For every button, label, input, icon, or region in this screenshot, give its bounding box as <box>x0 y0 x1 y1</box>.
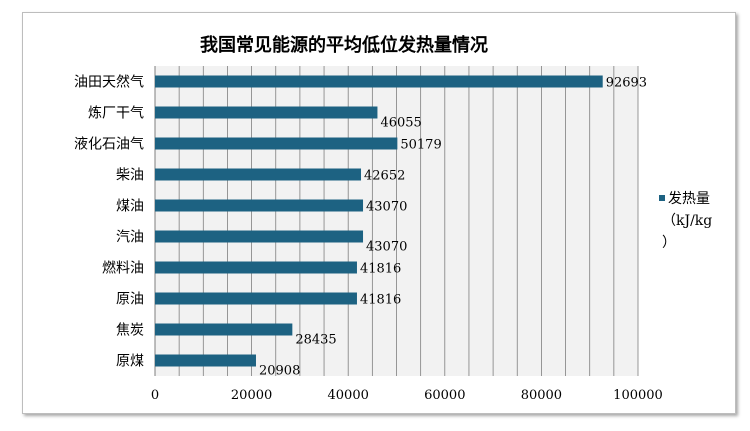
legend-label: 发热量 <box>668 191 710 207</box>
category-label: 原煤 <box>116 354 144 370</box>
data-label: 20908 <box>259 364 300 379</box>
x-tick-label: 60000 <box>424 388 465 403</box>
bar <box>155 261 357 274</box>
legend-swatch <box>659 195 665 201</box>
legend-label: ） <box>662 235 676 251</box>
data-label: 92693 <box>606 76 647 91</box>
category-label: 焦炭 <box>116 323 144 339</box>
data-label: 28435 <box>295 333 336 348</box>
category-label: 汽油 <box>116 230 144 246</box>
x-tick-label: 20000 <box>231 388 272 403</box>
bar <box>155 199 364 212</box>
data-label: 43070 <box>366 200 407 215</box>
bar <box>155 168 362 181</box>
data-label: 42652 <box>364 169 405 184</box>
x-tick-label: 0 <box>151 388 159 403</box>
data-label: 46055 <box>380 116 421 131</box>
x-tick-label: 100000 <box>613 388 663 403</box>
legend: 发热量 （kJ/kg ） <box>659 191 712 251</box>
bar <box>155 230 364 243</box>
x-tick-label: 80000 <box>521 388 562 403</box>
bar <box>155 75 603 88</box>
bar <box>155 137 398 150</box>
data-label: 50179 <box>400 138 441 153</box>
x-tick-label: 40000 <box>328 388 369 403</box>
legend-label: （kJ/kg <box>662 213 712 229</box>
category-label: 煤油 <box>116 199 144 215</box>
plot-area: 0 20000 40000 60000 80000 100000 油田天然气 92693 炼厂干… <box>74 66 663 403</box>
category-label: 液化石油气 <box>74 137 144 153</box>
bar <box>155 354 256 367</box>
category-label: 燃料油 <box>102 260 144 277</box>
category-label: 炼厂干气 <box>88 106 144 122</box>
bar <box>155 106 378 119</box>
data-label: 43070 <box>366 240 407 255</box>
data-label: 41816 <box>360 293 401 308</box>
bar <box>155 323 293 336</box>
category-label: 原油 <box>116 292 144 308</box>
category-label: 柴油 <box>116 168 144 184</box>
category-label: 油田天然气 <box>74 74 144 91</box>
bar <box>155 292 357 305</box>
data-label: 41816 <box>360 262 401 277</box>
chart-title: 我国常见能源的平均低位发热量情况 <box>200 34 488 56</box>
